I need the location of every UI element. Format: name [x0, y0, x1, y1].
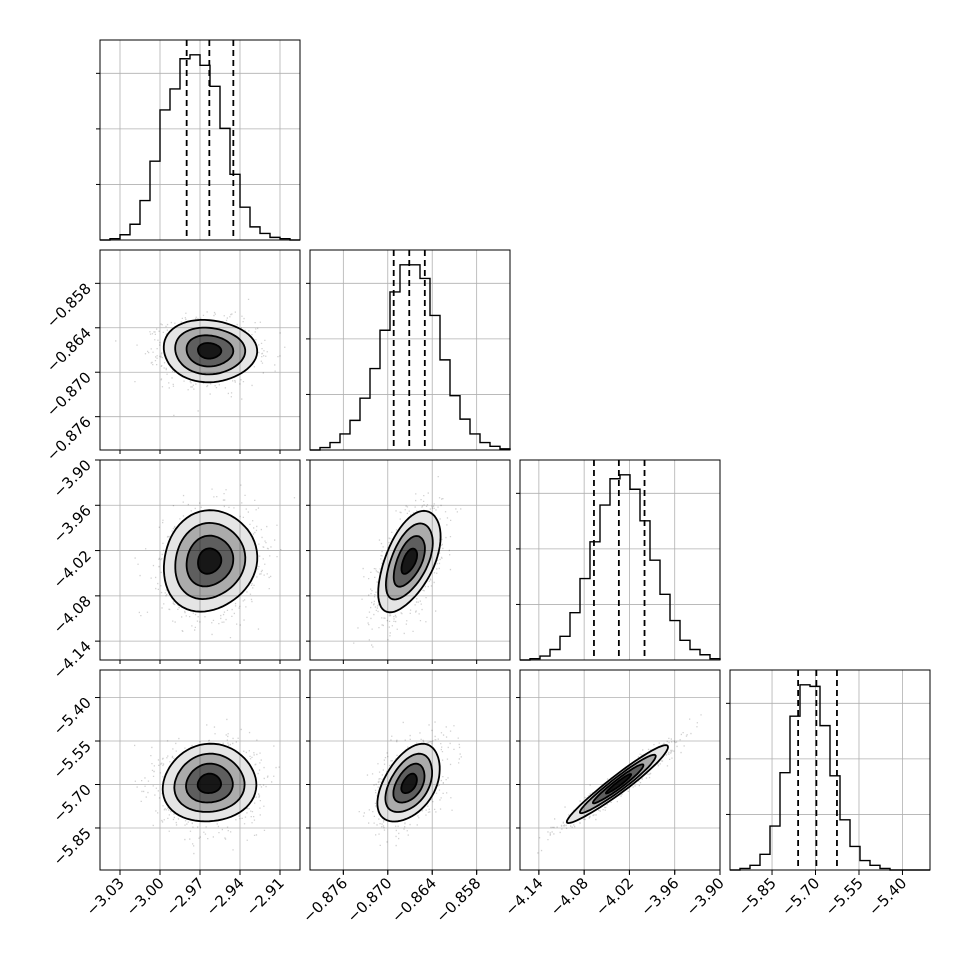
x-tick-label: −5.70 [778, 874, 823, 919]
histogram-panel-1 [306, 249, 511, 451]
histogram-step-series [520, 474, 721, 661]
contour-line-2 [392, 762, 426, 804]
x-tick-label: −3.00 [123, 874, 168, 919]
x-tick-label: −3.96 [637, 874, 682, 919]
x-tick-label: −3.03 [83, 874, 128, 919]
y-tick-label: −5.55 [50, 737, 95, 782]
density-fill [197, 773, 222, 794]
x-tick-label: −4.08 [547, 874, 592, 919]
histogram-step-series [730, 684, 930, 871]
density-fill [197, 343, 222, 359]
histogram-panel-2 [516, 459, 721, 661]
contour-line-3 [197, 547, 223, 575]
contour-line-1 [174, 326, 247, 376]
contour-line-1 [174, 521, 247, 601]
contour-line-2 [185, 534, 235, 588]
histogram-panel-3 [726, 669, 931, 871]
y-tick-label: −0.870 [43, 368, 95, 420]
panel-frame [519, 669, 721, 871]
y-tick-label: −4.14 [50, 637, 95, 682]
x-tick-label: −4.02 [592, 874, 637, 919]
histogram-step-series [310, 264, 511, 451]
contour-line-2 [392, 535, 426, 588]
x-tick-label: −3.90 [683, 874, 728, 919]
scatter-panel-0-2 [99, 459, 301, 661]
x-tick-label: −2.94 [203, 874, 248, 919]
y-tick-label: −3.96 [50, 501, 95, 546]
y-tick-label: −5.70 [50, 781, 95, 826]
contour-line-3 [400, 547, 418, 575]
panel-frame [519, 459, 721, 661]
contour-line-2 [185, 334, 235, 368]
panel-background [520, 460, 720, 660]
contour-line-0 [163, 509, 259, 613]
x-tick-label: −0.870 [344, 874, 396, 926]
y-tick-label: −4.08 [50, 592, 95, 637]
panel-frame [309, 459, 511, 661]
contour-line-0 [161, 742, 258, 823]
contour-line-0 [565, 744, 669, 825]
panel-frame [309, 669, 511, 871]
contour-line-1 [384, 522, 434, 601]
x-tick-label: −2.97 [163, 874, 208, 919]
x-tick-label: −2.91 [243, 874, 288, 919]
contour-line-0 [376, 742, 441, 823]
y-tick-label: −4.02 [50, 547, 95, 592]
y-tick-label: −5.40 [50, 694, 95, 739]
panel-frame [729, 669, 931, 871]
density-fill [401, 548, 418, 574]
x-tick-label: −0.876 [299, 874, 351, 926]
contour-line-0 [377, 509, 442, 614]
panel-background [520, 670, 720, 870]
panel-frame [309, 249, 511, 451]
x-tick-label: −5.85 [735, 874, 780, 919]
y-tick-label: −5.85 [50, 824, 95, 869]
contour-line-3 [605, 773, 632, 795]
scatter-panel-0-3 [99, 669, 301, 871]
y-tick-label: −0.864 [43, 324, 95, 376]
scatter-panel-2-3 [519, 669, 721, 871]
x-tick-label: −4.14 [501, 874, 546, 919]
y-tick-label: −0.858 [43, 279, 95, 331]
contour-line-3 [400, 772, 418, 794]
contour-line-1 [578, 753, 657, 815]
scatter-panel-1-2 [309, 459, 511, 661]
contour-line-1 [173, 752, 246, 813]
contour-line-2 [591, 763, 645, 805]
scatter-panel-1-3 [309, 669, 511, 871]
y-tick-label: −0.876 [43, 413, 95, 465]
histogram-panel-0 [96, 39, 301, 241]
x-tick-label: −0.858 [433, 874, 485, 926]
contour-line-1 [384, 752, 433, 813]
panel-frame [99, 39, 301, 241]
contour-line-3 [196, 772, 223, 795]
contour-line-3 [196, 342, 223, 360]
density-fill [605, 774, 632, 794]
contour-line-2 [185, 762, 234, 804]
x-tick-label: −5.40 [865, 874, 910, 919]
x-tick-label: −0.864 [388, 874, 440, 926]
density-fill [198, 548, 222, 574]
scatter-panel-0-1 [99, 249, 301, 451]
x-tick-label: −5.55 [822, 874, 867, 919]
histogram-step-series [100, 54, 300, 241]
contour-line-0 [162, 319, 259, 384]
